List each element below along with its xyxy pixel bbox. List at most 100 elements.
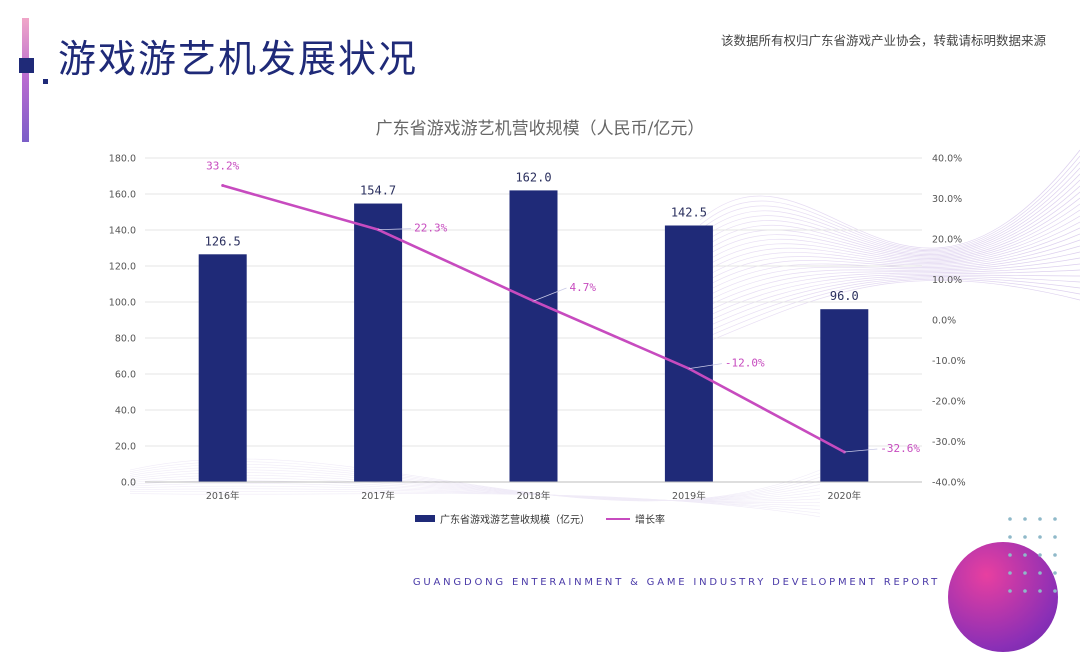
wave-line xyxy=(699,274,1080,326)
growth-rate-label: -32.6% xyxy=(880,442,920,455)
right-tick-label: -10.0% xyxy=(932,356,966,367)
right-tick-label: 40.0% xyxy=(932,154,962,165)
accent-dot xyxy=(43,79,48,84)
decor-dot xyxy=(1023,571,1027,575)
x-tick-label: 2017年 xyxy=(361,490,395,502)
right-tick-label: -30.0% xyxy=(932,437,966,448)
decor-dot xyxy=(1038,517,1042,521)
decor-dot xyxy=(1053,535,1057,539)
wave-line xyxy=(699,185,1080,257)
wave-line xyxy=(699,280,1080,346)
x-tick-label: 2016年 xyxy=(206,490,240,502)
legend-label-growth: 增长率 xyxy=(635,515,665,526)
left-tick-label: 120.0 xyxy=(109,262,136,273)
right-tick-label: 0.0% xyxy=(932,316,956,327)
bar-value-label: 142.5 xyxy=(671,206,707,220)
left-tick-label: 100.0 xyxy=(109,298,136,309)
wave-line xyxy=(129,488,821,510)
growth-rate-label: 4.7% xyxy=(570,281,597,294)
chart-canvas: 0.0 20.0 40.0 60.0 80.0 100.0 120.0 140.0 160.0 1… xyxy=(109,149,1080,518)
accent-bar xyxy=(22,18,29,142)
right-tick-label: 20.0% xyxy=(932,235,962,246)
right-tick-label: 30.0% xyxy=(932,194,962,205)
wave-line xyxy=(699,209,1080,271)
x-axis: 2016年 2017年 2018年 2019年 2020年 xyxy=(145,481,922,502)
left-tick-label: 80.0 xyxy=(115,334,136,345)
bar-value-label: 162.0 xyxy=(515,170,551,184)
decor-dot xyxy=(1038,571,1042,575)
wave-line xyxy=(699,277,1080,336)
wave-line xyxy=(699,221,1080,281)
decor-dot xyxy=(1053,571,1057,575)
decor-dot xyxy=(1053,553,1057,557)
wave-line xyxy=(699,215,1080,276)
decor-dot xyxy=(1053,589,1057,593)
legend: 广东省游戏游艺营收规模（亿元） 增长率 xyxy=(0,511,1080,526)
wave-line xyxy=(699,233,1080,291)
wave-line xyxy=(699,227,1080,286)
growth-rate-label: -12.0% xyxy=(725,357,765,370)
label-leader-line xyxy=(378,228,412,231)
growth-rate-point xyxy=(221,184,225,188)
decor-dot xyxy=(1038,589,1042,593)
left-tick-label: 20.0 xyxy=(115,442,136,453)
wave-line xyxy=(129,485,821,507)
wave-line xyxy=(699,191,1080,258)
decor-dot xyxy=(1038,553,1042,557)
wave-line xyxy=(699,167,1080,253)
wave-line xyxy=(699,203,1080,266)
decorative-dot-grid xyxy=(1008,517,1057,593)
wave-line xyxy=(699,263,1080,316)
accent-square xyxy=(19,58,34,73)
left-tick-label: 160.0 xyxy=(109,190,136,201)
wave-line xyxy=(699,179,1080,255)
wave-line xyxy=(699,251,1080,306)
x-tick-label: 2019年 xyxy=(672,490,706,502)
left-tick-label: 0.0 xyxy=(121,478,136,489)
decor-dot xyxy=(1008,517,1012,521)
decor-dot xyxy=(1008,589,1012,593)
left-axis-ticks: 0.0 20.0 40.0 60.0 80.0 100.0 120.0 140.0 160.0 1… xyxy=(109,154,136,489)
wave-line xyxy=(699,278,1080,341)
copyright-note: 该数据所有权归广东省游戏产业协会，转载请标明数据来源 xyxy=(720,33,1046,48)
left-tick-label: 40.0 xyxy=(115,406,136,417)
decor-dot xyxy=(1023,553,1027,557)
wave-line xyxy=(699,257,1080,311)
legend-swatch-line xyxy=(606,517,630,520)
decor-dot xyxy=(1023,517,1027,521)
chart-title: 广东省游戏游艺机营收规模（人民币/亿元） xyxy=(375,119,705,139)
page-title: 游戏游艺机发展状况 xyxy=(58,37,419,81)
right-tick-label: -40.0% xyxy=(932,478,966,489)
wave-line xyxy=(129,493,821,518)
bar xyxy=(820,309,869,482)
left-tick-label: 180.0 xyxy=(109,154,136,165)
label-leader-line xyxy=(688,363,722,369)
bar xyxy=(354,203,403,483)
decor-dot xyxy=(1023,535,1027,539)
wave-line xyxy=(129,483,821,503)
wave-line xyxy=(699,155,1080,250)
decor-dot xyxy=(1038,535,1042,539)
label-leader-line xyxy=(844,448,878,453)
bar xyxy=(509,190,558,482)
legend-label-revenue: 广东省游戏游艺营收规模（亿元） xyxy=(440,515,590,526)
legend-item-growth: 增长率 xyxy=(606,511,665,526)
footer-report-title: GUANGDONG ENTERAINMENT & GAME INDUSTRY D… xyxy=(412,577,940,588)
wave-line xyxy=(699,245,1080,301)
right-tick-label: -20.0% xyxy=(932,397,966,408)
growth-rate-label: 22.3% xyxy=(414,222,447,235)
decor-dot xyxy=(1053,517,1057,521)
bar xyxy=(664,225,713,482)
decor-dot xyxy=(1008,553,1012,557)
right-axis-ticks: -40.0% -30.0% -20.0% -10.0% 0.0% 10.0% 20.0% 30… xyxy=(932,154,966,489)
wave-line xyxy=(699,276,1080,331)
growth-rate-label: 33.2% xyxy=(206,160,239,173)
decor-dot xyxy=(1008,571,1012,575)
label-leader-line xyxy=(533,287,567,302)
data-labels: 126.5 154.7 162.0 142.5 96.0 33.2% 22.3% 4.7% -1… xyxy=(205,160,921,455)
legend-item-revenue: 广东省游戏游艺营收规模（亿元） xyxy=(415,511,590,526)
wave-line xyxy=(699,161,1080,252)
wave-line xyxy=(699,173,1080,254)
legend-swatch-bar xyxy=(415,515,435,522)
x-tick-label: 2020年 xyxy=(827,490,861,502)
